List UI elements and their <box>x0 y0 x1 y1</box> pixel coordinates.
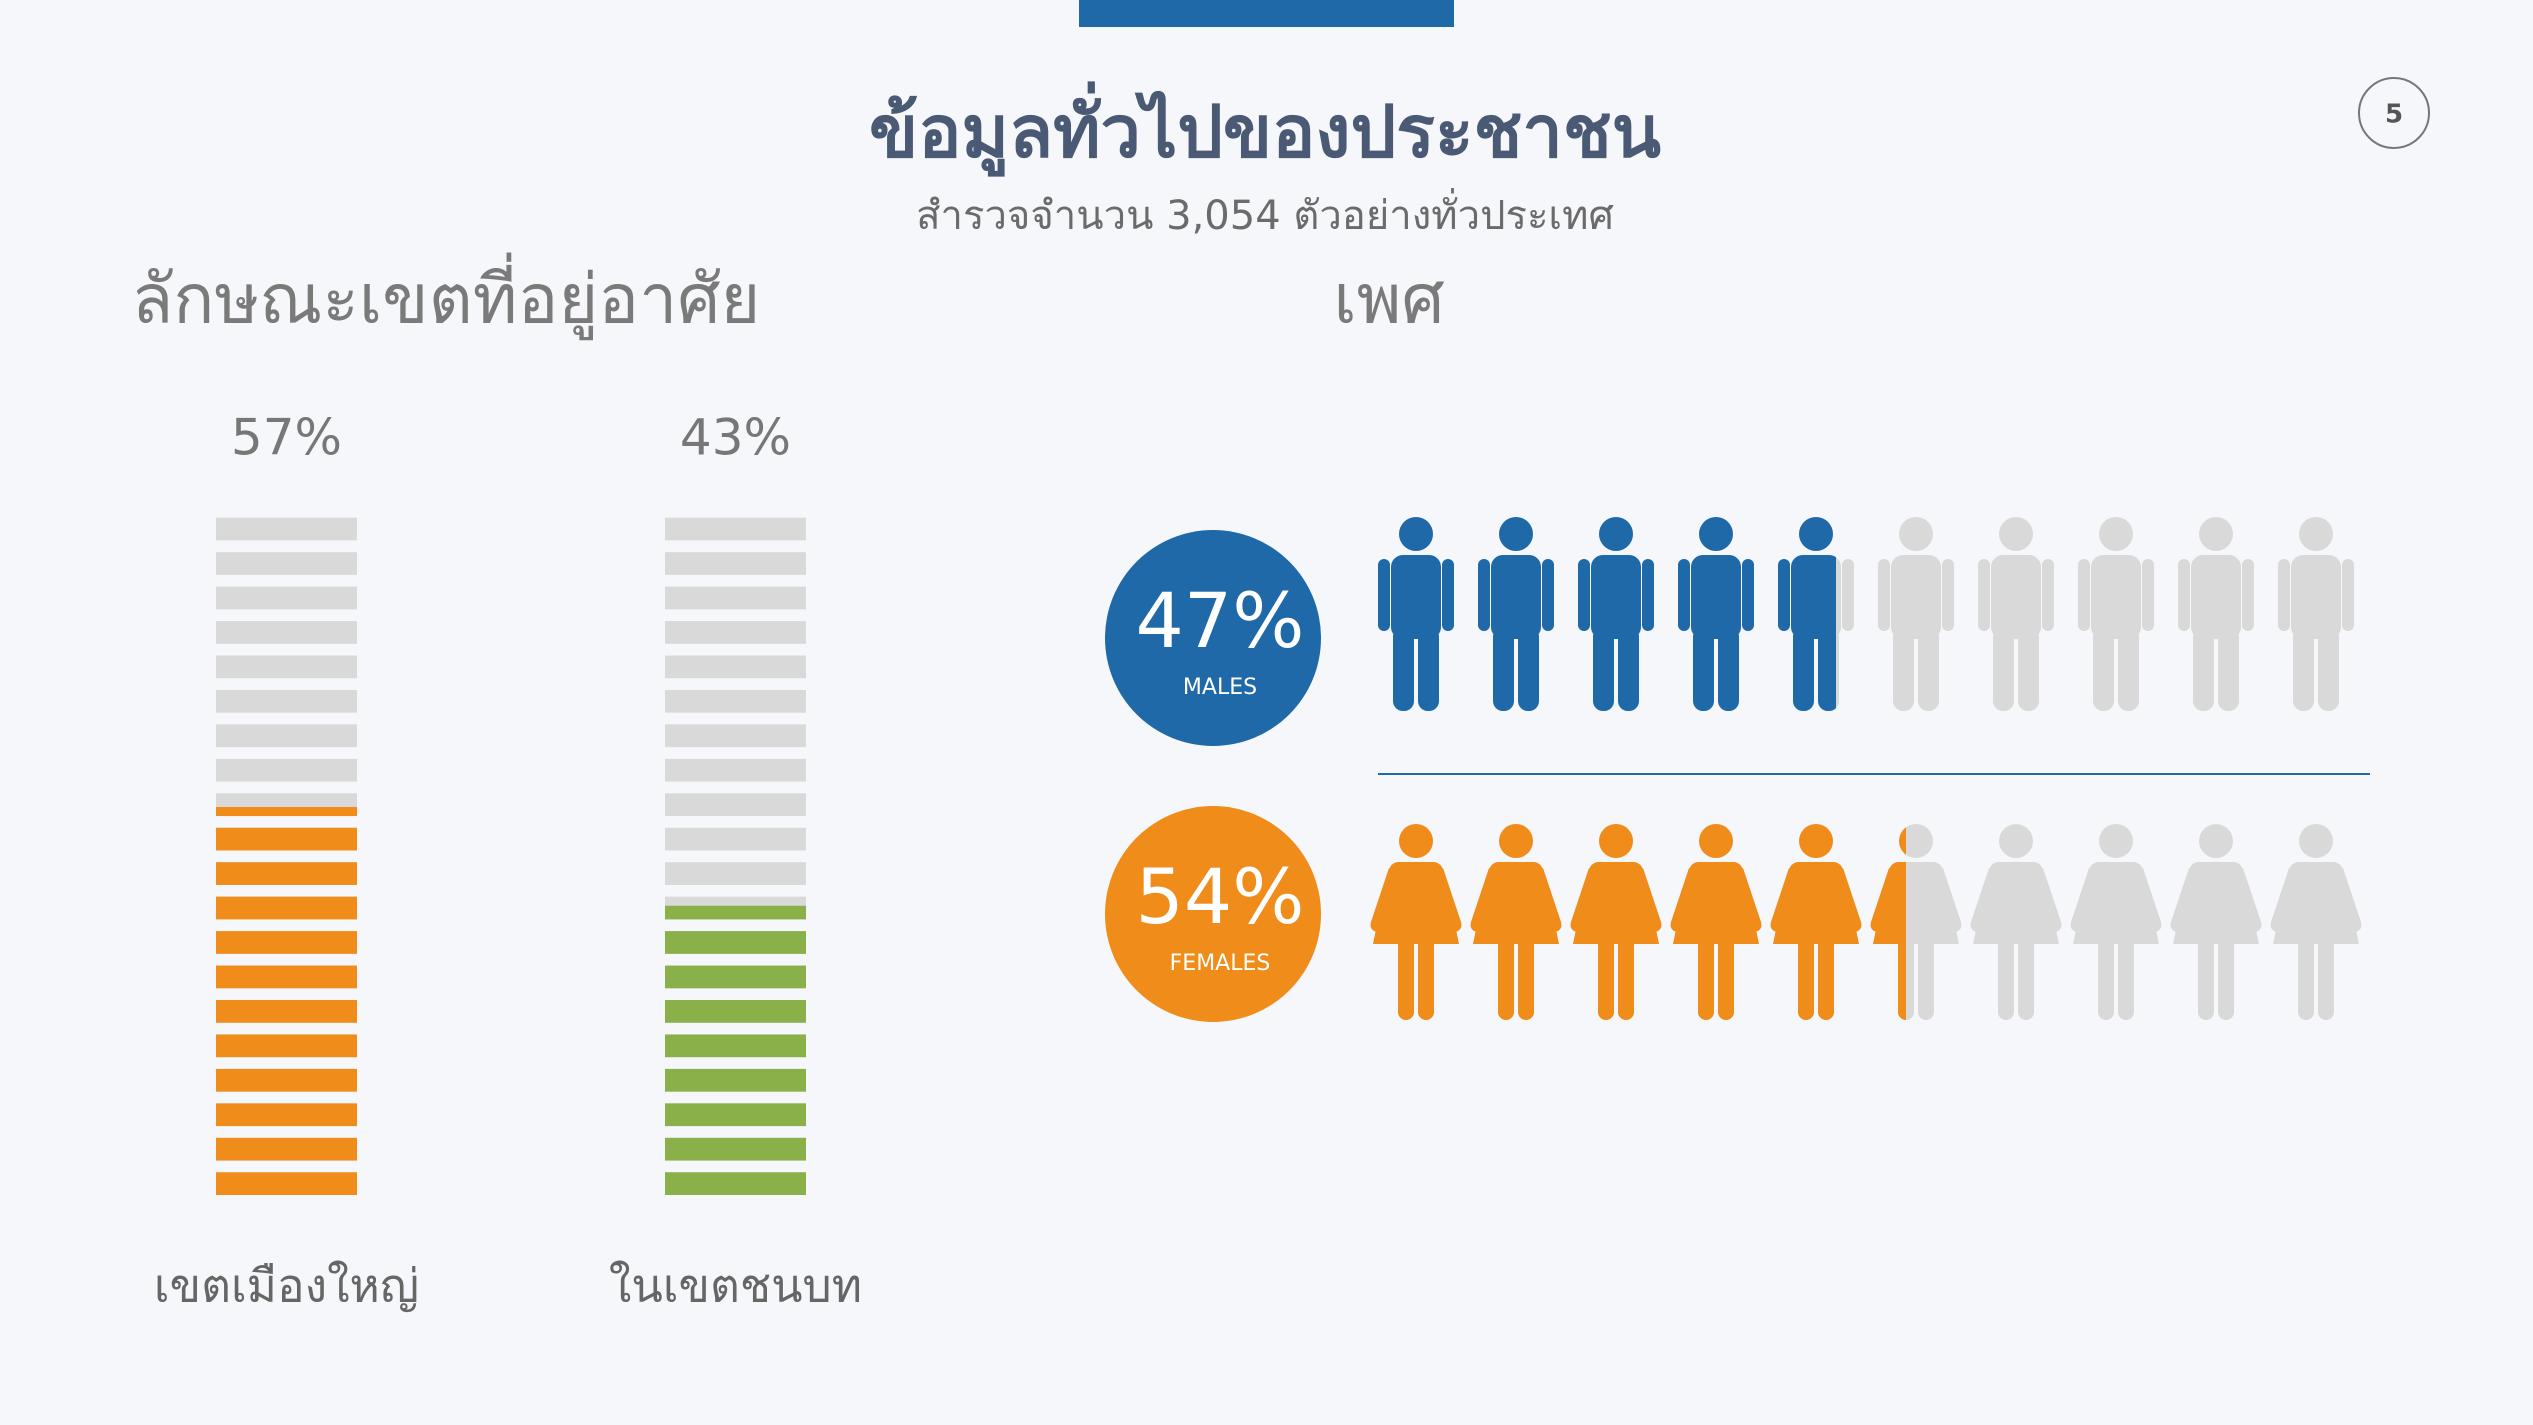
bar-track-segment <box>216 689 357 713</box>
bar-track-segment <box>216 655 357 679</box>
icon <box>1570 824 1662 1020</box>
bar-segment <box>665 1034 806 1058</box>
bar-track-segment <box>665 552 806 575</box>
bar-track-segment <box>665 862 806 885</box>
bar <box>216 806 357 1195</box>
category-label: ในเขตชนบท <box>609 1259 862 1313</box>
bar-track-segment <box>665 655 806 679</box>
page-number: 5 <box>2385 100 2403 130</box>
icon-track <box>2178 517 2254 711</box>
bar-segment <box>665 1172 806 1195</box>
bar-segment <box>665 905 806 920</box>
percent-badge <box>1105 530 1321 746</box>
bar-segment <box>216 1172 357 1195</box>
icon-track <box>2278 517 2354 711</box>
category-label: FEMALES <box>1170 951 1271 976</box>
icon <box>1478 517 1554 711</box>
bar-segment <box>216 862 357 885</box>
bar-segment <box>216 931 357 954</box>
bar-track-segment <box>216 517 357 541</box>
icon <box>1578 517 1654 711</box>
section-title: ลักษณะเขตที่อยู่อาศัย <box>132 253 761 341</box>
bar-track-segment <box>216 724 357 748</box>
bar-segment <box>665 1103 806 1127</box>
value-label: 47% <box>1136 576 1305 665</box>
icon <box>1370 824 1462 1020</box>
bar-track-segment <box>665 827 806 851</box>
bar-segment <box>665 965 806 989</box>
bar-segment <box>216 1103 357 1127</box>
value-label: 54% <box>1136 852 1305 941</box>
bar-segment <box>216 1068 357 1092</box>
icon-track <box>2170 824 2262 1020</box>
bar-track-segment <box>665 689 806 713</box>
bar-track-segment <box>665 517 806 541</box>
slide-subtitle: สำรวจจำนวน 3,054 ตัวอย่างทั่วประเทศ <box>916 188 1614 239</box>
bar-track-segment <box>665 793 806 817</box>
bar-track-segment <box>216 758 357 782</box>
bar-segment <box>216 1000 357 1023</box>
value-label: 57% <box>231 409 342 467</box>
icon-track <box>2078 517 2154 711</box>
icon-track <box>1970 824 2062 1020</box>
icon <box>1470 824 1562 1020</box>
percent-badge <box>1105 806 1321 1022</box>
page-badge <box>2358 77 2430 149</box>
category-label: MALES <box>1183 675 1257 700</box>
bar-segment <box>665 931 806 954</box>
bar-segment <box>216 1034 357 1058</box>
bar-track-segment <box>665 621 806 644</box>
slide-title: ข้อมูลทั่วไปของประชาชน <box>869 81 1661 178</box>
bar-track-segment <box>665 758 806 782</box>
icon-track <box>2070 824 2162 1020</box>
icon-track <box>1978 517 2054 711</box>
bar-track-segment <box>216 552 357 575</box>
bar-track-segment <box>216 621 357 644</box>
bar-segment <box>665 1137 806 1161</box>
bar-segment <box>216 827 357 851</box>
section-title: เพศ <box>1333 261 1444 340</box>
bar-track-segment <box>665 724 806 748</box>
bar-segment <box>216 896 357 920</box>
bar-track-segment <box>216 586 357 610</box>
bar-segment <box>216 1137 357 1161</box>
bar-segment <box>665 1068 806 1092</box>
bar-segment <box>216 806 357 817</box>
icon <box>1670 824 1762 1020</box>
icon <box>1770 824 1862 1020</box>
icon <box>1678 517 1754 711</box>
icon-track <box>1878 517 1954 711</box>
value-label: 43% <box>680 409 791 467</box>
category-label: เขตเมืองใหญ่ <box>154 1259 419 1313</box>
top-accent <box>1079 0 1454 27</box>
bar <box>665 905 806 1195</box>
icon <box>1378 517 1454 711</box>
bar-segment <box>665 1000 806 1023</box>
icon-track <box>2270 824 2362 1020</box>
bar-track-segment <box>665 586 806 610</box>
bar-segment <box>216 965 357 989</box>
